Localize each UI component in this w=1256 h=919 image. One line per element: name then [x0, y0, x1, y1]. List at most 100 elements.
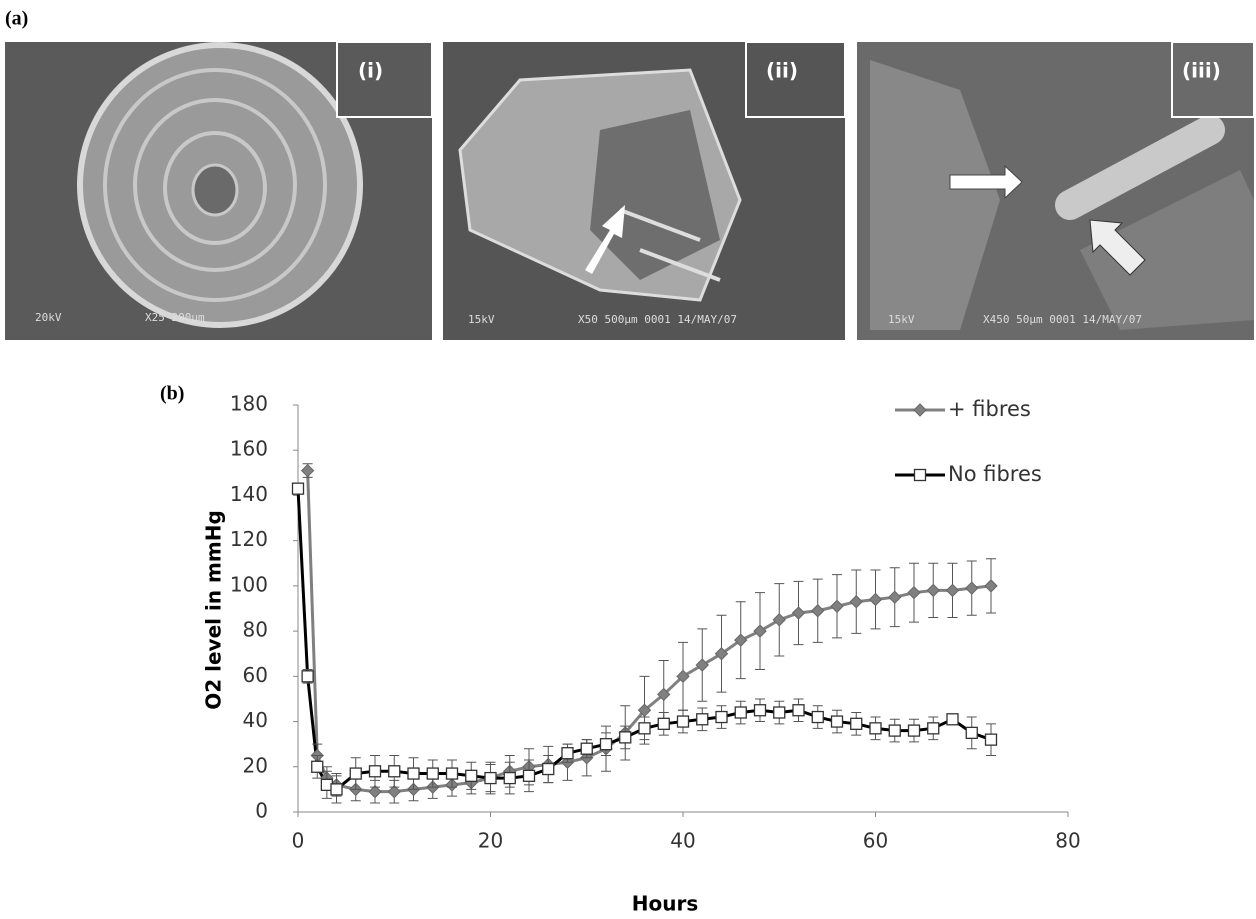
marker	[291, 482, 305, 495]
y-tick-label: 40	[243, 708, 268, 732]
legend-marker	[913, 468, 927, 482]
marker	[734, 633, 748, 647]
y-tick-label: 100	[230, 572, 268, 596]
legend-label: No fibres	[948, 462, 1042, 486]
y-tick-label: 80	[243, 618, 268, 642]
marker	[407, 767, 420, 780]
marker	[849, 595, 863, 609]
marker	[753, 704, 767, 717]
panel-label: (b)	[160, 383, 184, 405]
marker	[619, 731, 632, 744]
marker	[850, 717, 863, 730]
panel-label: (a)	[5, 8, 28, 30]
marker	[300, 463, 315, 478]
sem-caption: X50 500µm 0001 14/MAY/07	[578, 313, 737, 326]
marker	[426, 767, 439, 780]
marker	[349, 767, 362, 780]
marker	[869, 722, 882, 735]
series-line	[306, 470, 992, 794]
marker	[638, 722, 651, 735]
fibre	[619, 208, 701, 242]
marker	[811, 710, 824, 724]
sem-voltage: 20kV	[35, 311, 62, 324]
marker	[907, 724, 921, 737]
image-label: (ii)	[766, 59, 798, 83]
x-tick-label: 40	[670, 829, 695, 853]
marker	[830, 715, 844, 728]
layer	[191, 163, 239, 217]
x-tick-label: 60	[863, 829, 888, 853]
marker	[695, 658, 709, 672]
marker	[753, 624, 767, 638]
image-label: (i)	[358, 59, 383, 83]
y-tick-label: 160	[230, 437, 268, 461]
marker	[965, 726, 978, 740]
label-box	[745, 41, 846, 118]
marker	[830, 599, 844, 613]
marker	[599, 738, 613, 751]
sem-voltage: 15kV	[888, 313, 915, 326]
marker	[465, 769, 478, 782]
cavity	[590, 110, 720, 280]
fibre	[639, 248, 721, 282]
marker	[984, 733, 998, 746]
layer	[163, 131, 267, 245]
marker	[715, 710, 728, 724]
y-tick-label: 120	[230, 527, 268, 551]
marker	[907, 585, 921, 600]
tissue	[870, 60, 1000, 330]
marker	[542, 762, 555, 776]
marker	[868, 592, 883, 607]
marker	[965, 581, 979, 595]
arrow	[1089, 219, 1146, 276]
marker	[676, 715, 690, 728]
arrow	[949, 164, 1023, 200]
legend-marker	[913, 403, 927, 417]
marker	[503, 771, 516, 785]
marker	[657, 717, 670, 730]
marker	[792, 704, 805, 717]
sem-image: (i) 20kV X25 200µm	[5, 41, 433, 340]
marker	[387, 784, 401, 799]
marker	[946, 713, 959, 726]
tissue	[1080, 170, 1254, 330]
sem-caption: X450 50µm 0001 14/MAY/07	[983, 313, 1142, 326]
marker	[522, 769, 536, 782]
marker	[445, 767, 459, 780]
legend-label: + fibres	[948, 397, 1031, 421]
marker	[888, 590, 902, 604]
marker	[696, 713, 709, 726]
y-tick-label: 20	[243, 753, 268, 777]
x-tick-label: 80	[1055, 829, 1080, 853]
marker	[926, 583, 940, 598]
marker	[368, 784, 382, 799]
fibre	[1055, 115, 1225, 220]
marker	[637, 703, 652, 717]
x-tick-label: 0	[292, 829, 305, 853]
sem-image: (iii) 15kV X450 50µm 0001 14/MAY/07	[857, 41, 1255, 340]
marker	[984, 579, 998, 593]
label-box	[336, 41, 433, 118]
layer	[103, 68, 327, 302]
image-label: (iii)	[1182, 59, 1221, 83]
marker	[330, 783, 343, 796]
marker	[811, 604, 825, 618]
marker	[927, 722, 940, 735]
x-axis-label: Hours	[632, 892, 698, 916]
marker	[561, 747, 574, 760]
marker	[301, 670, 314, 683]
marker	[945, 583, 960, 598]
marker	[773, 706, 786, 719]
marker	[657, 687, 671, 702]
marker	[388, 765, 401, 778]
arrow	[585, 205, 625, 274]
y-tick-label: 140	[230, 482, 268, 506]
marker	[676, 669, 690, 684]
marker	[484, 771, 497, 785]
marker	[311, 760, 324, 773]
marker	[714, 647, 729, 661]
marker	[368, 765, 382, 778]
sem-image: (ii) 15kV X50 500µm 0001 14/MAY/07	[443, 41, 846, 340]
sem-caption: X25 200µm	[145, 311, 205, 324]
